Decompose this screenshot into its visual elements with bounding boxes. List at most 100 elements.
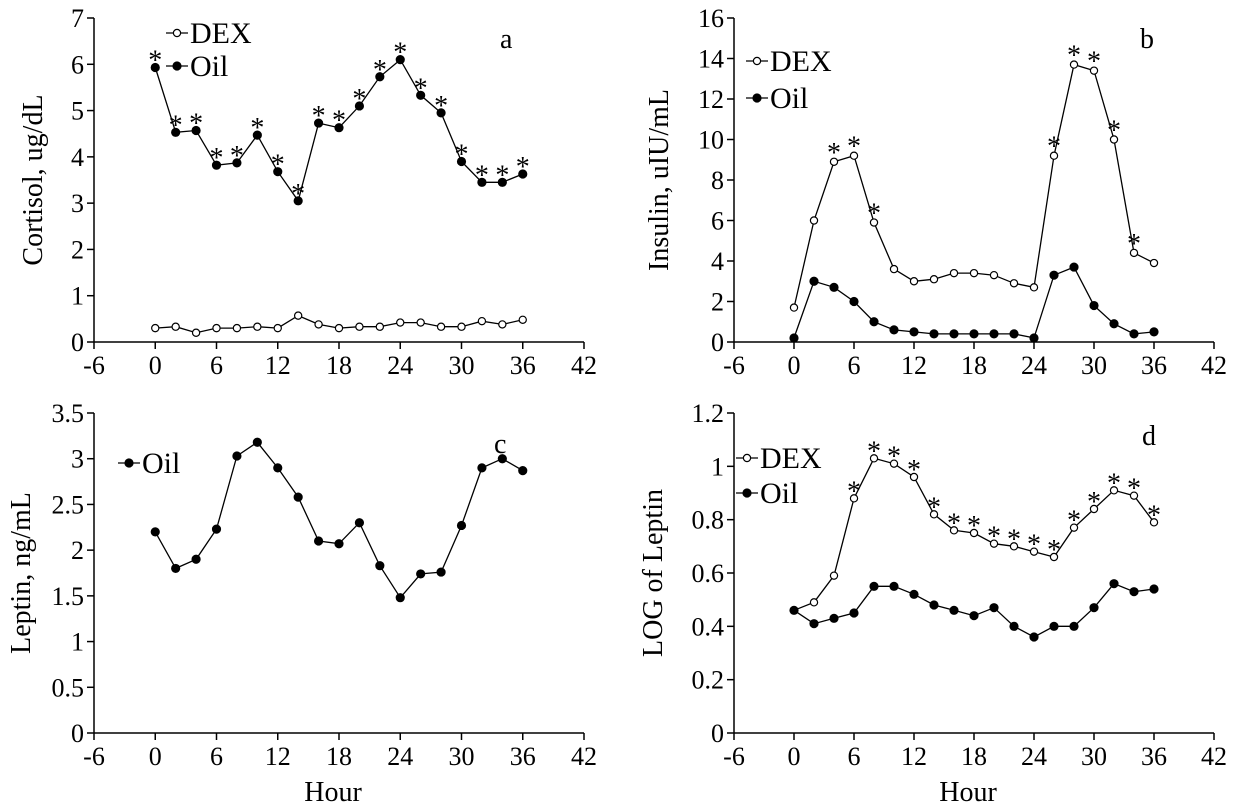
panel-b-series-oil-point <box>869 317 879 327</box>
panel-a-significance-star: * <box>455 139 469 170</box>
panel-b-y-tick-label: 14 <box>698 45 724 74</box>
panel-b-series-oil-point <box>1029 333 1039 343</box>
panel-a-significance-star: * <box>434 91 448 122</box>
panel-a-significance-star: * <box>230 141 244 172</box>
panel-c-x-tick-label: 0 <box>149 742 162 771</box>
panel-d-x-tick-label: -6 <box>723 742 745 771</box>
panel-b-significance-star: * <box>1047 132 1061 163</box>
panel-d-significance-star: * <box>847 476 861 507</box>
panel-a-series-dex-point <box>191 328 201 337</box>
panel-d-y-tick-label: 1 <box>711 452 724 481</box>
panel-a-y-tick-label: 6 <box>71 50 84 79</box>
panel-c-series-oil-point <box>518 466 528 476</box>
panel-c-series-oil-point <box>191 554 201 564</box>
panel-d-x-tick-label: 6 <box>848 742 861 771</box>
panel-a-series-oil-point <box>395 55 405 65</box>
panel-b-series-oil-point <box>1009 329 1019 339</box>
panel-a-series-oil-point <box>456 156 467 167</box>
panel-b-series-oil-point <box>909 327 919 337</box>
panel-d-significance-star: * <box>967 511 981 542</box>
panel-d-series-dex-point <box>869 454 879 463</box>
panel-b-significance-star: * <box>1127 229 1141 260</box>
panel-a-x-tick-label: 0 <box>149 351 162 380</box>
panel-d-series-oil-point <box>1029 632 1039 642</box>
panel-b-series-oil-point <box>1089 300 1099 311</box>
panel-b-y-tick-label: 8 <box>711 166 724 195</box>
panel-c-series-oil-point <box>354 518 365 528</box>
panel-d-series-dex-point <box>849 494 859 503</box>
panel-c-x-tick-label: 42 <box>571 742 597 771</box>
panel-c-y-tick-label: 2.5 <box>52 490 85 519</box>
panel-d-series-dex-point <box>1109 486 1119 495</box>
panel-d-significance-star: * <box>1047 535 1061 566</box>
panel-d-x-tick-label: 12 <box>901 742 927 771</box>
panel-d-series-dex-point <box>1029 547 1039 556</box>
panel-d-series-oil-point <box>809 619 819 629</box>
panel-d-series-oil-point <box>1069 621 1079 631</box>
panel-a-x-tick-label: -6 <box>83 351 105 380</box>
panel-b-series-oil-point <box>1129 329 1139 339</box>
panel-c-leptin: -6 0 6 12 18 24 30 36 4200.511.522.533.5Leptin, … <box>6 399 597 808</box>
panel-a-x-tick-label: 12 <box>265 351 291 380</box>
panel-b-series-oil-point <box>949 329 959 339</box>
panel-b-series-dex-point <box>969 268 979 278</box>
panel-b-series-dex-point <box>1109 135 1119 144</box>
panel-a-legend-label: Oil <box>190 50 228 83</box>
panel-a-y-tick-label: 5 <box>71 97 84 126</box>
panel-d-series-oil-point <box>1149 584 1159 594</box>
panel-b-y-tick-label: 2 <box>711 288 724 317</box>
panel-d-significance-star: * <box>947 508 961 539</box>
panel-a-significance-star: * <box>495 160 509 191</box>
panel-c-x-tick-label: 30 <box>449 742 475 771</box>
panel-b-y-tick-label: 6 <box>711 207 724 236</box>
panel-a-series-dex-point <box>457 322 466 331</box>
panel-d-series-oil-point <box>849 608 859 618</box>
panel-d-series-dex-point <box>889 459 899 468</box>
panel-d-significance-star: * <box>987 522 1001 553</box>
panel-c-series-oil-point <box>334 539 344 549</box>
panel-a-significance-star: * <box>393 38 407 69</box>
panel-d-y-axis-label: LOG of Leptin <box>638 489 669 657</box>
panel-d-legend-marker <box>742 453 752 463</box>
panel-a-significance-star: * <box>210 143 224 174</box>
panel-d-series-oil-point <box>949 605 959 615</box>
panel-a-series-oil-point <box>334 123 344 133</box>
panel-a-x-tick-label: 18 <box>326 351 352 380</box>
panel-c-legend-label: Oil <box>142 447 180 480</box>
panel-b-series-dex-point <box>929 275 939 284</box>
panel-d-series-oil-point <box>789 605 799 615</box>
panel-b-series-oil-point <box>969 329 979 339</box>
panel-a-significance-star: * <box>414 73 428 104</box>
panel-c-letter: c <box>494 429 506 460</box>
panel-b-series-dex-point <box>1089 66 1099 75</box>
panel-b-significance-star: * <box>847 132 861 163</box>
panel-b-series-oil-point <box>1109 319 1119 329</box>
panel-a-series-dex-point <box>498 320 507 329</box>
panel-d-series-oil-point <box>909 589 919 599</box>
panel-d-x-tick-label: 0 <box>788 742 801 771</box>
panel-b-legend-label: DEX <box>770 45 832 78</box>
panel-a-series-dex-point <box>334 323 344 333</box>
panel-d-y-tick-label: 1.2 <box>692 399 725 428</box>
panel-d-series-dex-point <box>1149 518 1159 527</box>
panel-c-y-tick-label: 1.5 <box>52 582 85 611</box>
panel-a-series-oil-point <box>171 127 181 137</box>
panel-a-significance-star: * <box>148 46 162 77</box>
panel-a-significance-star: * <box>332 106 346 137</box>
panel-a-y-axis-label: Cortisol, ug/dL <box>18 94 49 265</box>
panel-a-y-tick-label: 1 <box>71 282 84 311</box>
panel-d-series-oil-point <box>869 581 879 591</box>
panel-a-significance-star: * <box>291 179 305 210</box>
panel-b-series-dex-point <box>909 277 919 286</box>
panel-a-legend-label: DEX <box>190 17 252 50</box>
panel-a-y-tick-label: 0 <box>71 328 84 357</box>
panel-d-series-dex-point <box>1089 504 1099 514</box>
panel-d-series-oil-point <box>829 613 839 623</box>
panel-b-series-oil-point <box>1069 262 1079 272</box>
panel-a-significance-star: * <box>271 150 285 181</box>
panel-b-series-dex-point <box>949 268 959 278</box>
panel-a-series-oil-point <box>436 108 446 118</box>
panel-b-y-tick-label: 4 <box>711 247 724 276</box>
panel-b-series-oil-point <box>789 333 799 343</box>
panel-c-legend-marker <box>124 458 134 468</box>
